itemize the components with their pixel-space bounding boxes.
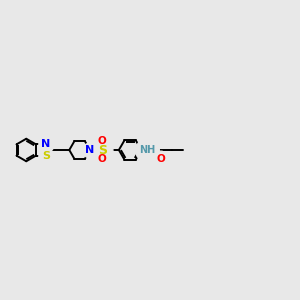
- Text: N: N: [41, 140, 51, 149]
- Text: O: O: [98, 154, 107, 164]
- Text: O: O: [156, 154, 165, 164]
- Text: S: S: [42, 151, 50, 160]
- Text: S: S: [98, 143, 107, 157]
- Text: N: N: [85, 145, 94, 155]
- Text: O: O: [98, 136, 107, 146]
- Text: NH: NH: [139, 145, 155, 155]
